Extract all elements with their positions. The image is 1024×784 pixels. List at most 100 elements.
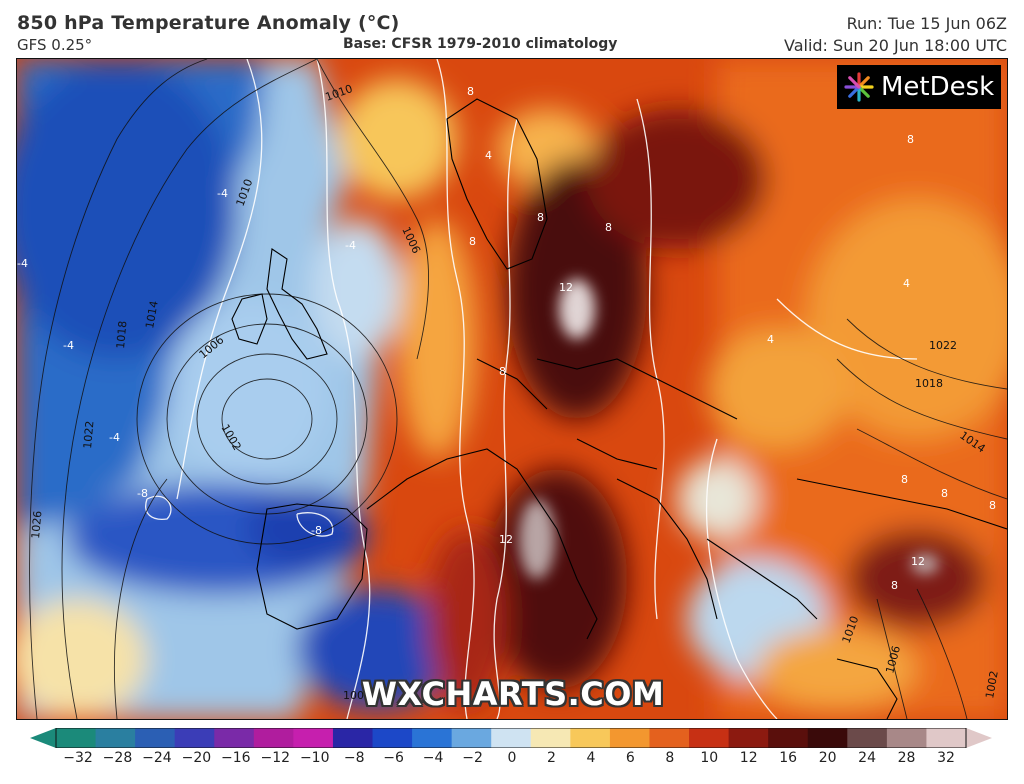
anomaly-label: 8 [891,579,898,592]
isobar-label: 1018 [114,320,129,349]
colorbar-tick-label: −12 [260,750,291,766]
anomaly-label: 12 [499,533,513,546]
isobar-label: 1026 [29,510,44,539]
colorbar-segment [135,728,176,748]
colorbar-segment [491,728,532,748]
colorbar-tick-label: 32 [937,750,955,766]
anomaly-label: 4 [767,333,774,346]
colorbar-tick-label: 2 [546,750,556,766]
colorbar-tick-label: −2 [462,750,483,766]
colorbar-tick-label: 16 [779,750,798,766]
colorbar-tick-label: 6 [625,750,635,766]
colorbar-tick-label: 0 [507,750,517,766]
colorbar-tick-label: 24 [858,750,876,766]
anomaly-label: -8 [137,487,148,500]
colorbar-tick-label: −6 [383,750,404,766]
colorbar-segment [530,728,571,748]
colorbar-tick-label: −24 [142,750,172,766]
colorbar-segment [886,728,928,748]
metdesk-logo-text: MetDesk [881,72,995,102]
colorbar-segment [926,728,967,748]
isobar-label: 1014 [143,300,161,330]
colorbar-tick-label: −4 [422,750,444,766]
isobar-label: 1022 [81,420,96,449]
anomaly-label: 8 [901,473,908,486]
colorbar-tick-label: 12 [739,750,758,766]
colorbar-segment [56,728,97,748]
valid-time-label: Valid: Sun 20 Jun 18:00 UTC [784,36,1007,55]
anomaly-label: 4 [903,277,910,290]
anomaly-label: 8 [469,235,476,248]
colorbar-segment [451,728,492,748]
isobar-label: 1022 [929,339,957,352]
colorbar-segment [214,728,255,748]
isobar-label: 1002 [983,670,1001,700]
colorbar-tick-label: −8 [343,750,365,766]
anomaly-label: -4 [63,339,74,352]
colorbar-segment [847,728,888,748]
colorbar-segment [570,728,611,748]
anomaly-label: -4 [217,187,228,200]
colorbar-outline [55,728,967,748]
colorbar-right-arrow [966,728,992,748]
colorbar-segment [649,728,690,748]
anomaly-label: 8 [941,487,948,500]
colorbar-tick-label: 20 [818,750,837,766]
colorbar-tick-label: −20 [181,750,212,766]
colorbar-tick-label: 28 [897,750,916,766]
anomaly-map[interactable]: 1010 1010 1014 1018 1006 1002 1022 1026 … [16,58,1008,720]
run-time-label: Run: Tue 15 Jun 06Z [846,14,1007,33]
anomaly-label: 8 [907,133,914,146]
colorbar-segment [609,728,651,748]
colorbar-segment [728,728,769,748]
anomaly-label: 4 [485,149,492,162]
isobar-label: 1018 [915,377,943,390]
anomaly-label: -4 [345,239,356,252]
colorbar-tick-label: −28 [102,750,133,766]
anomaly-label: 12 [559,281,573,294]
anomaly-label: 12 [911,555,925,568]
colorbar-segment [174,728,215,748]
map-canvas: 1010 1010 1014 1018 1006 1002 1022 1026 … [17,59,1007,719]
colorbar-tick-label: 10 [700,750,719,766]
anomaly-label: 8 [499,365,506,378]
colorbar-segments [56,728,967,748]
colorbar-tick-label: −32 [63,750,93,766]
anomaly-contours [145,59,918,719]
model-label: GFS 0.25° [17,36,93,54]
colorbar-left-arrow [30,728,56,748]
anomaly-label: 8 [467,85,474,98]
colorbar-segment [332,728,374,748]
anomaly-label: 8 [605,221,612,234]
metdesk-logo: MetDesk [837,65,1001,109]
isobars [29,59,1007,719]
isobar-label: 1002 [343,689,371,702]
wxcharts-watermark: WXCHARTS.COM [361,675,665,713]
anomaly-label: -4 [109,431,120,444]
colorbar-tick-label: −16 [221,750,251,766]
chart-title: 850 hPa Temperature Anomaly (°C) [17,12,400,34]
colorbar-segment [95,728,136,748]
colorbar-segment [689,728,730,748]
anomaly-labels: -4 -4 -4 -4 -4 -8 -8 4 8 8 8 8 12 8 12 4… [17,85,996,592]
colorbar-segment [372,728,413,748]
base-climatology-label: Base: CFSR 1979-2010 climatology [343,36,618,52]
anomaly-label: 8 [989,499,996,512]
colorbar [30,728,992,748]
colorbar-tick-label: 8 [665,750,675,766]
colorbar-segment [807,728,848,748]
colorbar-tick-label: −10 [299,750,330,766]
colorbar-segment [768,728,809,748]
colorbar-ticks: −32 −28 −24 −20 −16 −12 −10 −8 −6 −4 −2 0 2 4 6 8 10 12 16… [0,750,1024,774]
coastlines [231,98,1007,719]
anomaly-label: -4 [17,257,28,270]
anomaly-label: 8 [537,211,544,224]
anomaly-label: -8 [311,524,322,537]
metdesk-star-icon [844,72,874,102]
anomaly-field [17,59,1007,719]
colorbar-segment [412,728,453,748]
colorbar-segment [253,728,294,748]
chart-header: 850 hPa Temperature Anomaly (°C) GFS 0.2… [0,0,1024,58]
colorbar-segment [293,728,334,748]
colorbar-tick-label: 4 [586,750,596,766]
